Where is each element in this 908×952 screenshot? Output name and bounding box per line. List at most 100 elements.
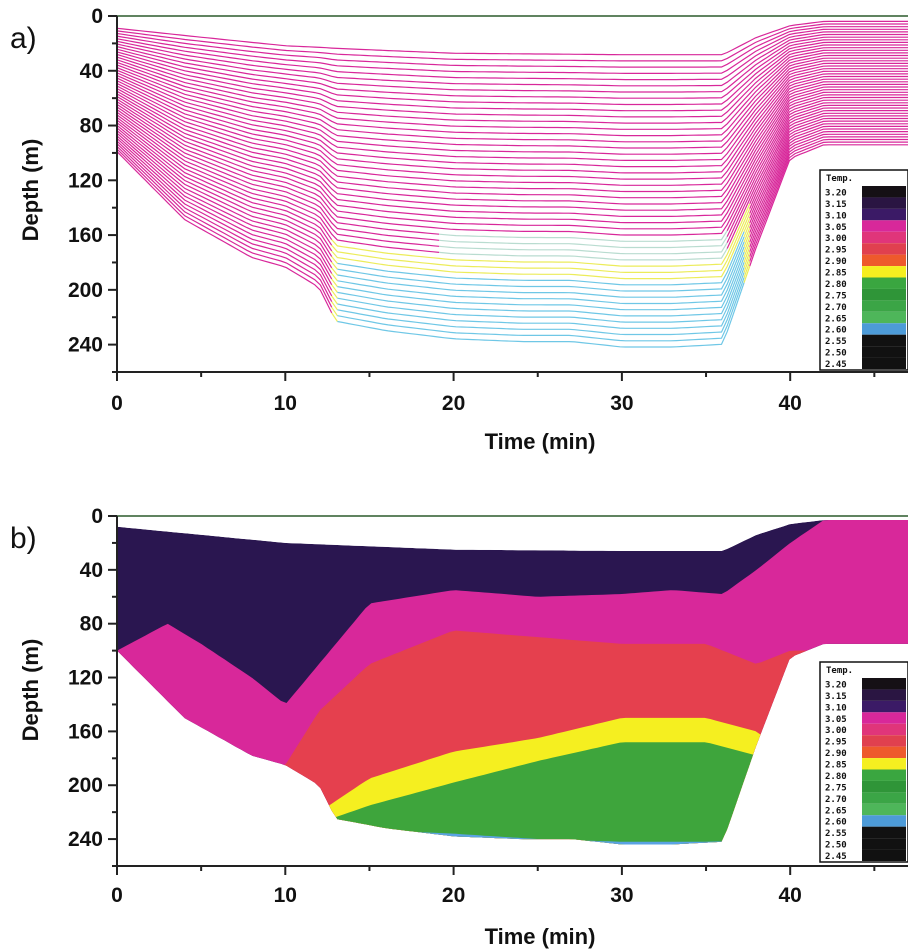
legend-level-label: 2.70 [825, 303, 847, 313]
legend-swatch [862, 803, 906, 816]
x-tick-label: 0 [111, 884, 123, 907]
legend-swatch [862, 678, 906, 690]
isotherm-line [331, 312, 338, 322]
y-tick-label: 40 [80, 60, 103, 83]
isotherm-line [726, 104, 908, 243]
isotherm-line [749, 133, 908, 248]
isotherm-line [337, 272, 745, 336]
isotherm-line [117, 36, 908, 93]
isotherm-line [117, 140, 333, 291]
isotherm-line [749, 141, 908, 262]
legend-level-label: 3.10 [825, 703, 847, 713]
y-tick-label: 80 [80, 115, 103, 138]
legend-level-label: 2.85 [825, 269, 847, 279]
legend-swatch [862, 758, 906, 770]
isotherm-line [743, 222, 751, 238]
legend-swatch [862, 723, 906, 736]
panel-a-label: a) [10, 22, 37, 55]
x-tick-label: 20 [442, 392, 465, 415]
isotherm-line [117, 127, 333, 263]
isotherm-line [743, 237, 751, 253]
isotherm-line [743, 251, 751, 268]
y-tick-label: 80 [80, 613, 103, 636]
legend-level-label: 2.85 [825, 761, 847, 771]
isotherm-line [743, 217, 751, 232]
legend-level-label: 3.00 [825, 726, 847, 736]
legend-level-label: 3.20 [825, 680, 847, 690]
legend-level-label: 2.80 [825, 280, 847, 290]
isotherm-line [117, 31, 908, 81]
isotherm-line [117, 148, 333, 308]
isotherm-line [117, 26, 908, 68]
isotherm-line [117, 54, 908, 137]
isotherm-line [117, 106, 440, 235]
isotherm-line [117, 138, 333, 286]
x-tick-label: 0 [111, 392, 123, 415]
isotherm-line [117, 86, 908, 211]
y-tick-label: 240 [68, 334, 103, 357]
x-tick-label: 10 [274, 392, 297, 415]
x-tick-label: 30 [610, 392, 633, 415]
isotherm-line [749, 120, 908, 224]
y-tick-label: 160 [68, 224, 103, 247]
isotherm-line [331, 290, 338, 299]
isotherm-line [117, 70, 908, 174]
isotherm-line [117, 114, 440, 253]
isotherm-line [117, 132, 333, 274]
y-tick-label: 0 [91, 505, 103, 528]
panel-a-xlabel: Time (min) [485, 429, 596, 454]
isotherm-line [117, 65, 908, 161]
legend-level-label: 2.95 [825, 246, 847, 256]
legend-level-label: 2.90 [825, 749, 847, 759]
isotherm-line [331, 203, 751, 267]
isotherm-line [117, 130, 333, 269]
legend-swatch [862, 769, 906, 781]
panel-a-axes: 0 10 20 30 40 0 40 80 120 160 200 240 [68, 5, 908, 415]
legend-level-label: 2.80 [825, 772, 847, 782]
legend-level-label: 3.15 [825, 692, 847, 702]
isotherm-line [117, 89, 908, 217]
legend-swatch [862, 186, 906, 198]
legend-swatch [862, 826, 906, 839]
legend-swatch [862, 288, 906, 301]
isotherm-line [743, 241, 751, 258]
legend-swatch [862, 254, 906, 267]
isotherm-line [117, 44, 908, 112]
legend-level-label: 3.20 [825, 188, 847, 198]
y-tick-label: 160 [68, 720, 103, 743]
legend-swatch [862, 197, 906, 209]
isotherm-line [331, 306, 338, 317]
isotherm-line [117, 33, 908, 87]
isotherm-line [337, 236, 745, 292]
isotherm-line [117, 49, 908, 124]
isotherm-line [331, 295, 338, 305]
y-tick-label: 120 [68, 169, 103, 192]
isotherm-line [726, 99, 908, 231]
x-tick-label: 10 [274, 884, 297, 907]
isotherm-line [749, 112, 908, 209]
legend-swatch [862, 712, 906, 724]
isotherm-line [117, 109, 440, 241]
isotherm-line [749, 123, 908, 229]
temperature-layers [117, 520, 908, 845]
legend-swatch [862, 346, 906, 358]
isotherm-line [117, 28, 908, 74]
temperature-layer [117, 841, 908, 845]
isotherm-line [337, 246, 745, 305]
isotherm-line [331, 273, 338, 282]
legend-level-label: 2.70 [825, 795, 847, 805]
legend-swatch [862, 735, 906, 747]
isotherm-line [117, 23, 908, 62]
isotherm-line [439, 248, 728, 261]
isotherm-line [117, 145, 333, 302]
isotherm-line [743, 232, 751, 248]
isotherm-line [726, 102, 908, 237]
legend-level-label: 2.45 [825, 360, 847, 370]
isotherm-line [117, 124, 333, 257]
legend-swatch [862, 849, 906, 861]
y-tick-label: 40 [80, 559, 103, 582]
x-tick-label: 40 [779, 392, 802, 415]
isotherm-line [749, 128, 908, 238]
isotherm-line [749, 110, 908, 205]
